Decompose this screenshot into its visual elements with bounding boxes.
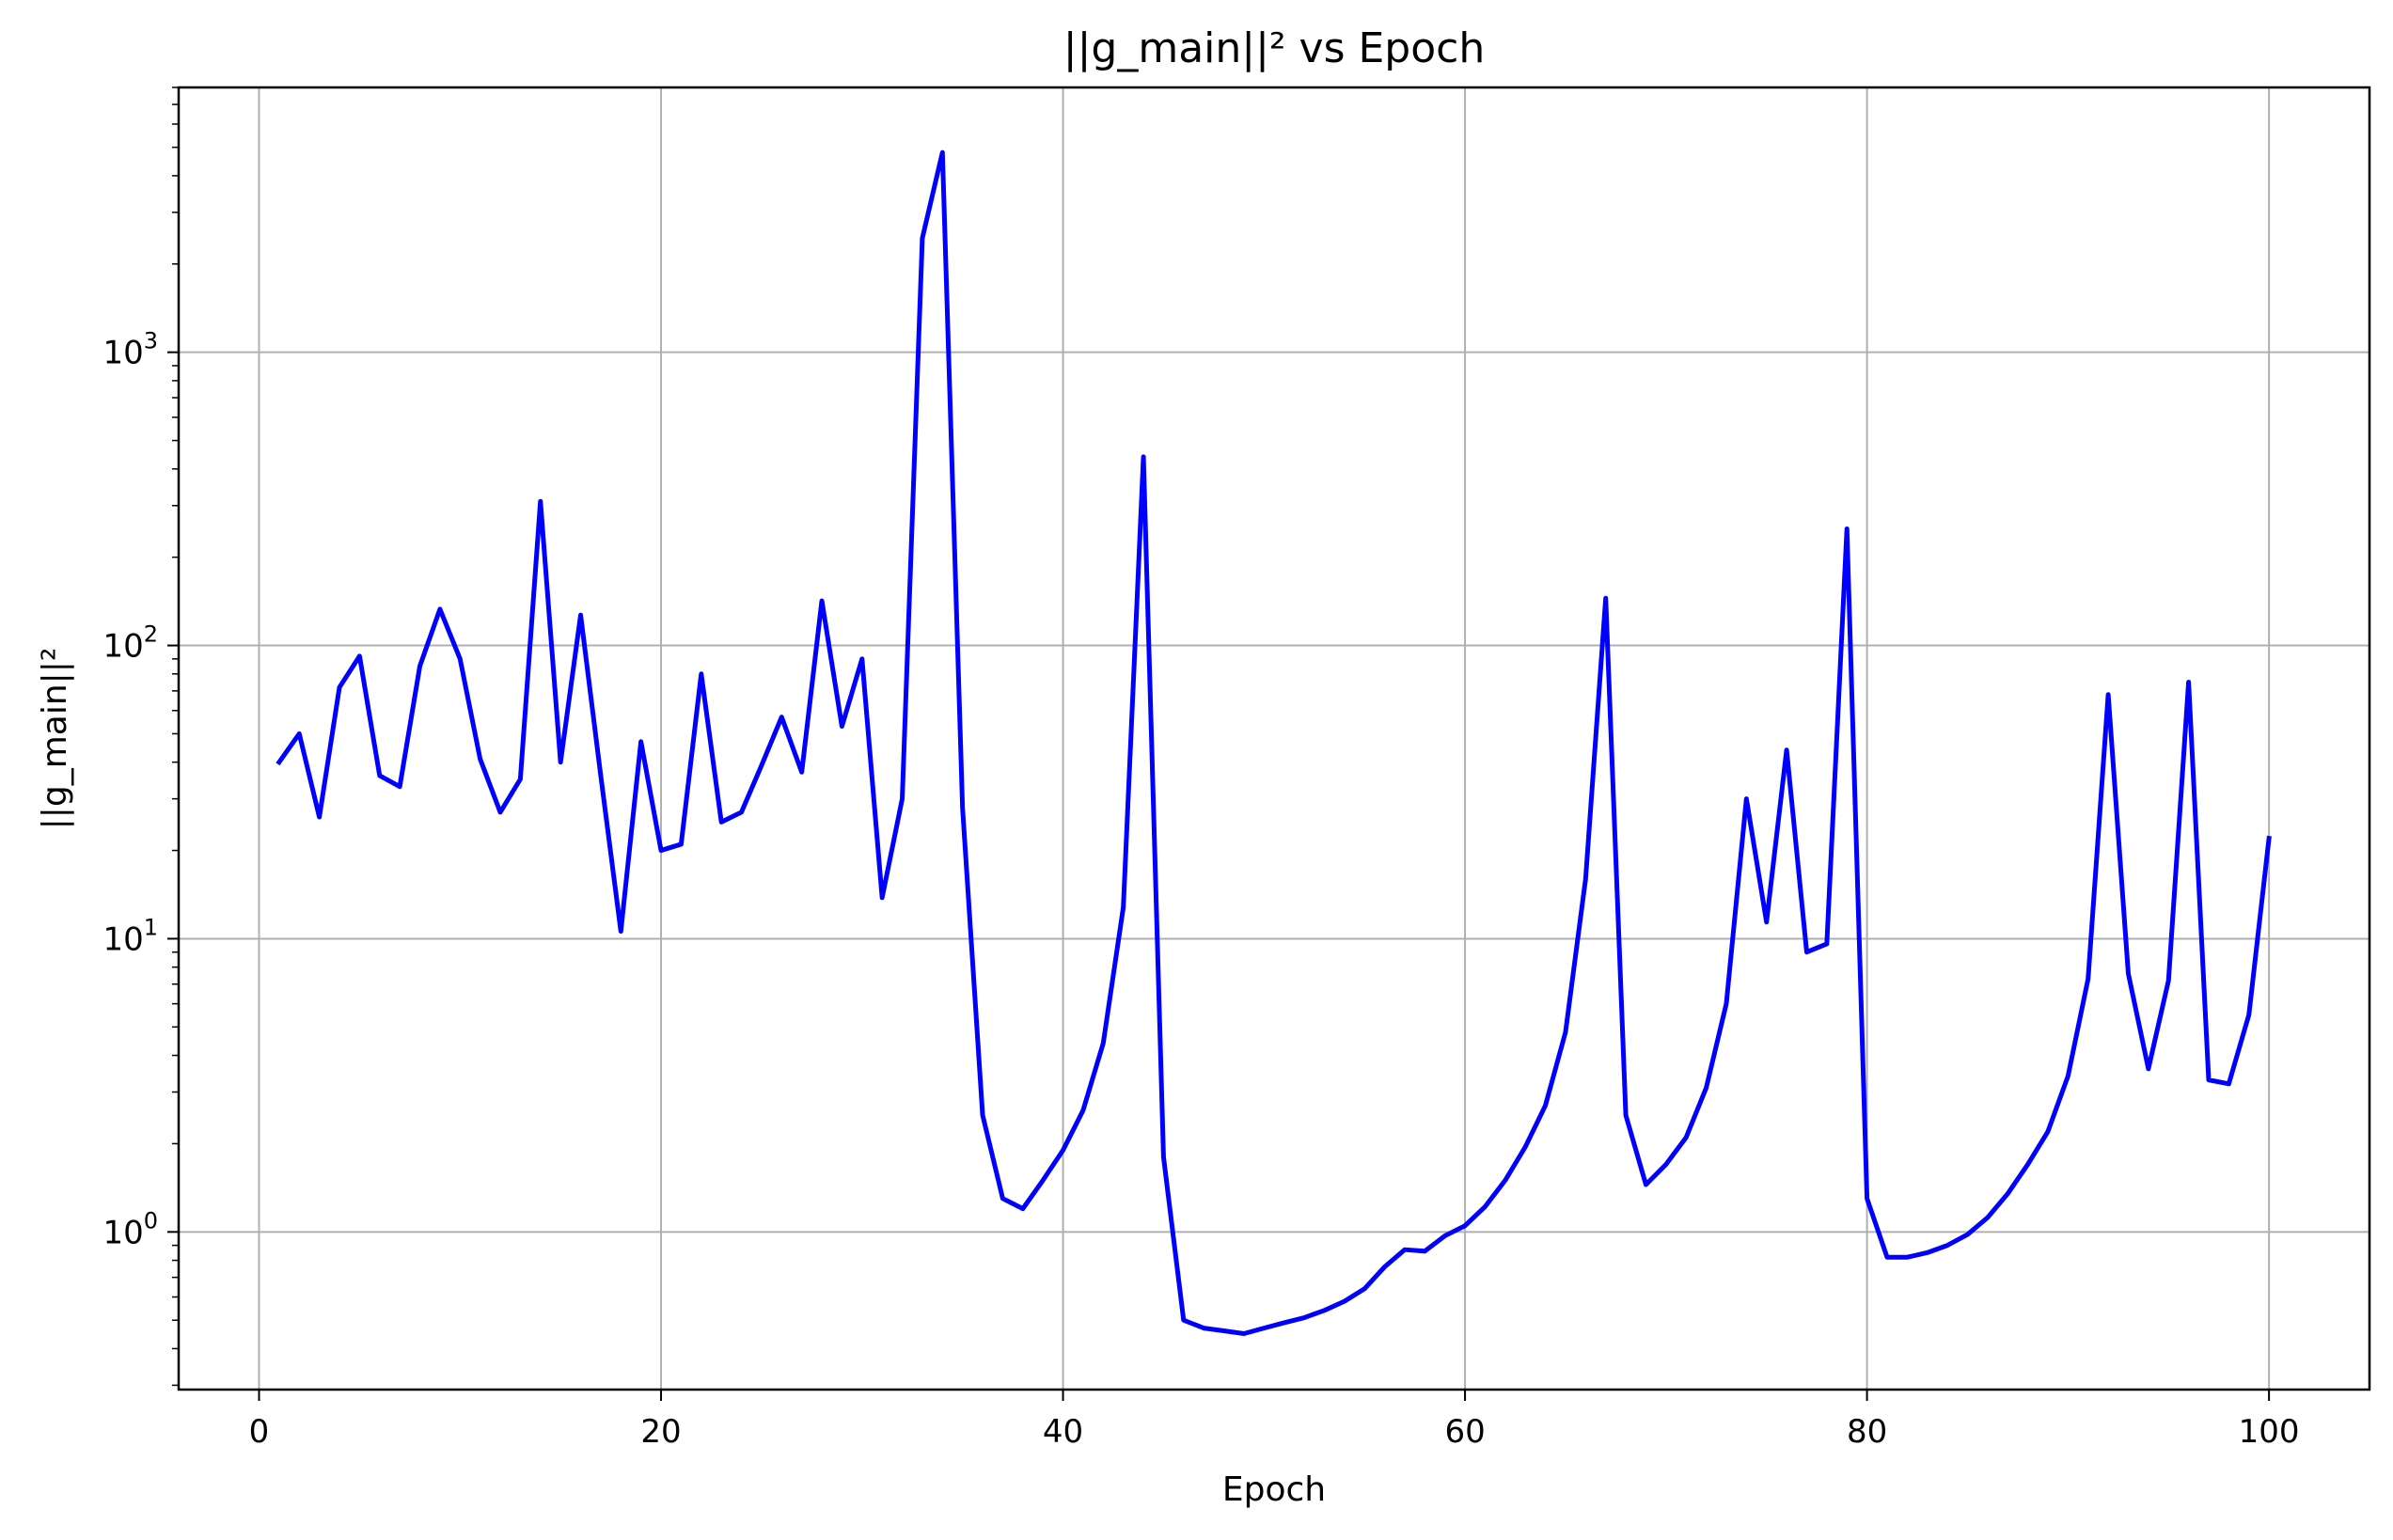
x-tick-label: 100: [2239, 1413, 2300, 1451]
y-tick-label: 100: [102, 1207, 158, 1251]
y-tick-label: 102: [102, 621, 158, 666]
y-axis-label: ||g_main||²: [36, 648, 74, 830]
x-axis-label: Epoch: [1222, 1470, 1326, 1509]
x-tick-label: 0: [249, 1413, 270, 1451]
ticks: 0 20 40 60 80 100 100 101 102 103: [102, 86, 2300, 1451]
x-tick-label: 20: [640, 1413, 681, 1451]
x-tick-label: 60: [1444, 1413, 1485, 1451]
plot-area: [276, 149, 2272, 1336]
y-tick-label: 101: [102, 914, 158, 958]
axes-frame: [177, 86, 2371, 1391]
x-tick-label: 80: [1847, 1413, 1887, 1451]
grid: [179, 87, 2369, 1390]
series-line: [276, 149, 2272, 1336]
chart-title: ||g_main||² vs Epoch: [1063, 24, 1485, 72]
y-tick-label: 103: [102, 328, 158, 372]
x-tick-label: 40: [1043, 1413, 1083, 1451]
